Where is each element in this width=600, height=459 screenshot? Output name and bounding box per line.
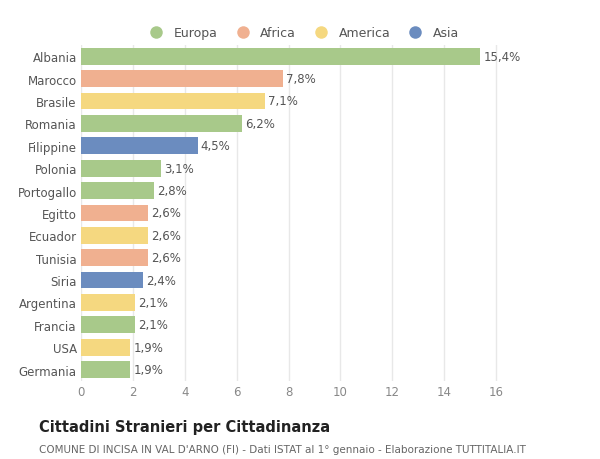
Bar [81,49,481,66]
Text: 2,6%: 2,6% [152,252,181,264]
Text: 2,1%: 2,1% [139,319,169,331]
Text: 2,1%: 2,1% [139,297,169,309]
Bar [81,250,148,267]
Text: 1,9%: 1,9% [133,341,163,354]
Bar [81,227,148,244]
Text: 1,9%: 1,9% [133,364,163,376]
Bar [81,294,136,311]
Text: 2,4%: 2,4% [146,274,176,287]
Text: 3,1%: 3,1% [164,162,194,175]
Text: 15,4%: 15,4% [484,50,521,63]
Bar [81,71,283,88]
Bar [81,160,161,177]
Bar [81,361,130,378]
Text: 6,2%: 6,2% [245,118,275,130]
Text: 7,8%: 7,8% [286,73,316,86]
Text: 7,1%: 7,1% [268,95,298,108]
Bar [81,272,143,289]
Bar [81,93,265,110]
Text: Cittadini Stranieri per Cittadinanza: Cittadini Stranieri per Cittadinanza [39,419,330,434]
Bar [81,205,148,222]
Bar [81,183,154,200]
Bar [81,138,198,155]
Bar [81,317,136,334]
Bar [81,339,130,356]
Legend: Europa, Africa, America, Asia: Europa, Africa, America, Asia [139,22,464,45]
Text: 2,6%: 2,6% [152,207,181,220]
Text: COMUNE DI INCISA IN VAL D'ARNO (FI) - Dati ISTAT al 1° gennaio - Elaborazione TU: COMUNE DI INCISA IN VAL D'ARNO (FI) - Da… [39,444,526,454]
Text: 2,8%: 2,8% [157,185,187,197]
Text: 2,6%: 2,6% [152,230,181,242]
Text: 4,5%: 4,5% [201,140,230,153]
Bar [81,116,242,133]
